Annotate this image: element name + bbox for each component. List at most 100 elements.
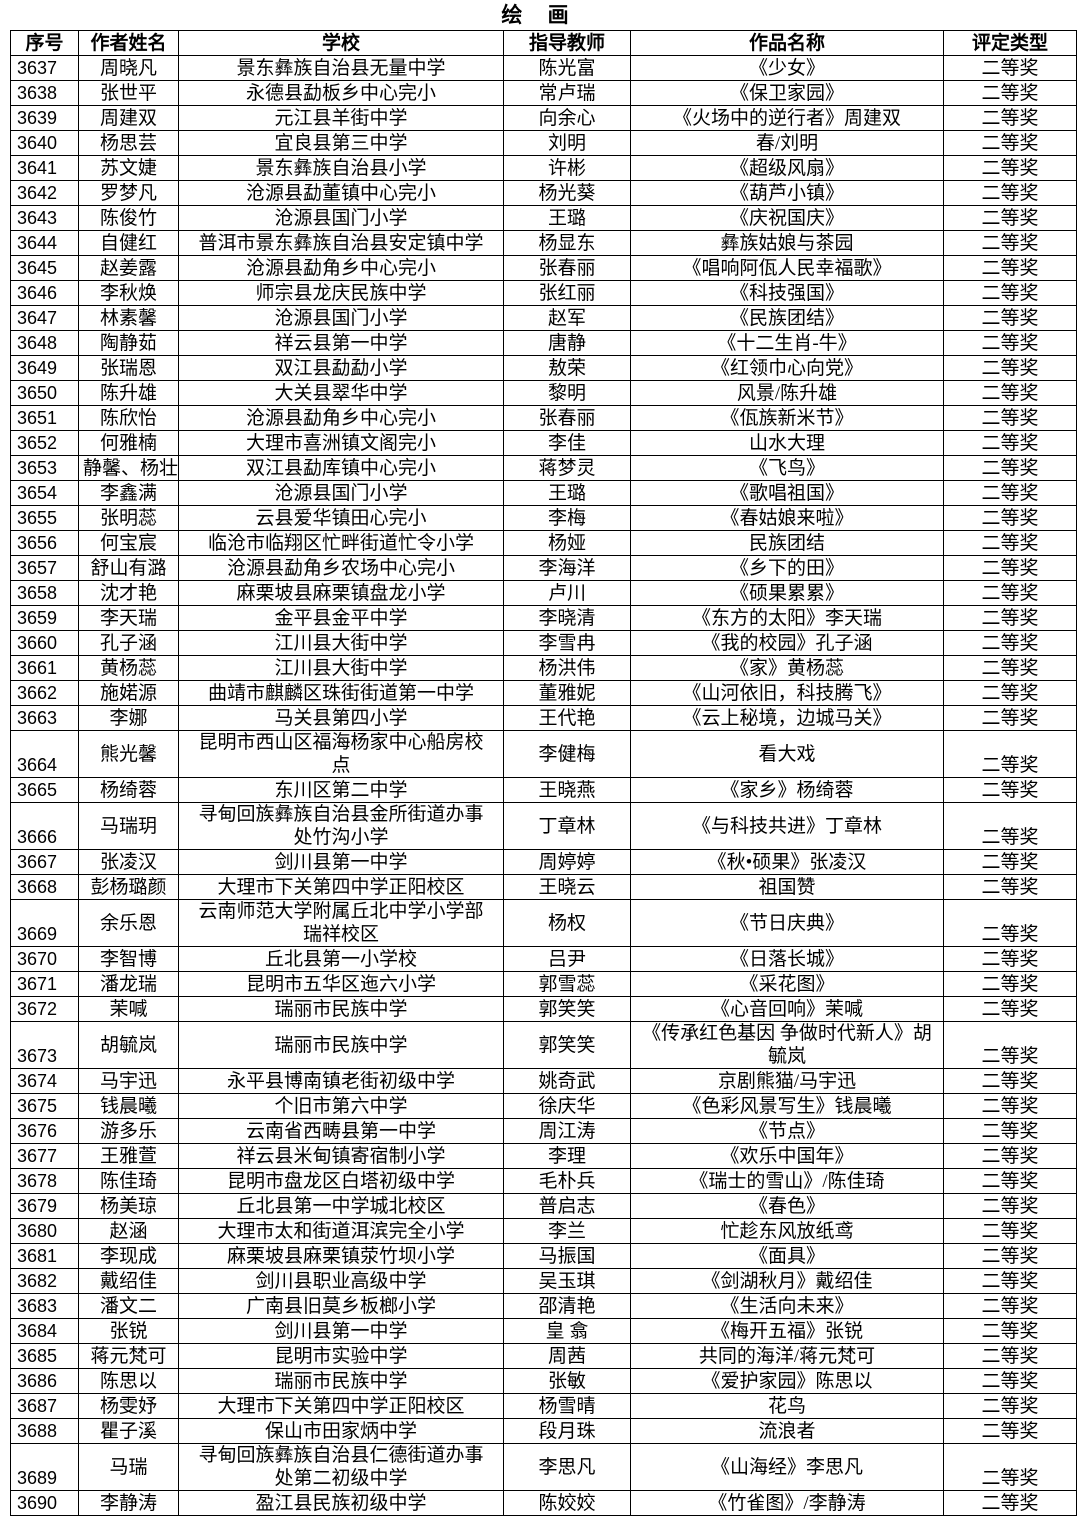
teacher: 周江涛 bbox=[503, 1118, 631, 1144]
school: 剑川县职业高级中学 bbox=[178, 1268, 504, 1294]
work-title: 祖国赞 bbox=[630, 874, 944, 900]
teacher: 常卢瑞 bbox=[503, 80, 631, 106]
work-title: 《采花图》 bbox=[630, 971, 944, 997]
author-name: 张锐 bbox=[78, 1318, 179, 1344]
author-name: 陈思以 bbox=[78, 1368, 179, 1394]
serial-number: 3664 bbox=[10, 730, 79, 778]
award-level: 二等奖 bbox=[943, 1343, 1077, 1369]
teacher: 陈光富 bbox=[503, 55, 631, 81]
teacher: 张敏 bbox=[503, 1368, 631, 1394]
teacher: 王璐 bbox=[503, 205, 631, 231]
work-title: 共同的海洋/蒋元梵可 bbox=[630, 1343, 944, 1369]
teacher: 黎明 bbox=[503, 380, 631, 406]
teacher: 蒋梦灵 bbox=[503, 455, 631, 481]
work-title: 《剑湖秋月》戴绍佳 bbox=[630, 1268, 944, 1294]
school: 保山市田家炳中学 bbox=[178, 1418, 504, 1444]
teacher: 郭笑笑 bbox=[503, 996, 631, 1022]
teacher: 李佳 bbox=[503, 430, 631, 456]
serial-number: 3675 bbox=[10, 1093, 79, 1119]
teacher: 周婷婷 bbox=[503, 849, 631, 875]
table-row: 3645 赵姜露 沧源县勐角乡中心完小 张春丽 《唱响阿佤人民幸福歌》 二等奖 bbox=[10, 255, 1077, 281]
header-row: 序号 作者姓名 学校 指导教师 作品名称 评定类型 bbox=[10, 30, 1077, 56]
award-level: 二等奖 bbox=[943, 280, 1077, 306]
teacher: 赵军 bbox=[503, 305, 631, 331]
author-name: 王雅萱 bbox=[78, 1143, 179, 1169]
teacher: 周茜 bbox=[503, 1343, 631, 1369]
author-name: 陶静茹 bbox=[78, 330, 179, 356]
table-row: 3653 静馨、杨壮 双江县勐库镇中心完小 蒋梦灵 《飞鸟》 二等奖 bbox=[10, 455, 1077, 481]
author-name: 沈才艳 bbox=[78, 580, 179, 606]
award-level: 二等奖 bbox=[943, 355, 1077, 381]
serial-number: 3674 bbox=[10, 1068, 79, 1094]
serial-number: 3666 bbox=[10, 802, 79, 850]
award-level: 二等奖 bbox=[943, 802, 1077, 850]
teacher: 徐庆华 bbox=[503, 1093, 631, 1119]
serial-number: 3670 bbox=[10, 946, 79, 972]
school: 永德县勐板乡中心完小 bbox=[178, 80, 504, 106]
award-level: 二等奖 bbox=[943, 1021, 1077, 1069]
author-name: 马瑞 bbox=[78, 1443, 179, 1491]
teacher: 李晓清 bbox=[503, 605, 631, 631]
serial-number: 3656 bbox=[10, 530, 79, 556]
serial-number: 3640 bbox=[10, 130, 79, 156]
author-name: 余乐恩 bbox=[78, 899, 179, 947]
serial-number: 3677 bbox=[10, 1143, 79, 1169]
award-level: 二等奖 bbox=[943, 730, 1077, 778]
author-name: 杨雯妤 bbox=[78, 1393, 179, 1419]
school: 云县爱华镇田心完小 bbox=[178, 505, 504, 531]
school: 大理市喜洲镇文阁完小 bbox=[178, 430, 504, 456]
award-level: 二等奖 bbox=[943, 455, 1077, 481]
author-name: 周晓凡 bbox=[78, 55, 179, 81]
author-name: 戴绍佳 bbox=[78, 1268, 179, 1294]
school: 景东彝族自治县小学 bbox=[178, 155, 504, 181]
author-name: 周建双 bbox=[78, 105, 179, 131]
award-level: 二等奖 bbox=[943, 899, 1077, 947]
table-row: 3663 李娜 马关县第四小学 王代艳 《云上秘境，边城马关》 二等奖 bbox=[10, 705, 1077, 731]
school: 普洱市景东彝族自治县安定镇中学 bbox=[178, 230, 504, 256]
work-title: 《春色》 bbox=[630, 1193, 944, 1219]
table-row: 3647 林素馨 沧源县国门小学 赵军 《民族团结》 二等奖 bbox=[10, 305, 1077, 331]
serial-number: 3665 bbox=[10, 777, 79, 803]
serial-number: 3653 bbox=[10, 455, 79, 481]
author-name: 杨绮蓉 bbox=[78, 777, 179, 803]
table-row: 3671 潘龙瑞 昆明市五华区迤六小学 郭雪蕊 《采花图》 二等奖 bbox=[10, 971, 1077, 997]
work-title: 《生活向未来》 bbox=[630, 1293, 944, 1319]
table-row: 3656 何宝宸 临沧市临翔区忙畔街道忙令小学 杨娅 民族团结 二等奖 bbox=[10, 530, 1077, 556]
school: 昆明市五华区迤六小学 bbox=[178, 971, 504, 997]
school: 昆明市西山区福海杨家中心船房校点 bbox=[178, 730, 504, 778]
serial-number: 3684 bbox=[10, 1318, 79, 1344]
author-name: 何宝宸 bbox=[78, 530, 179, 556]
serial-number: 3641 bbox=[10, 155, 79, 181]
award-level: 二等奖 bbox=[943, 530, 1077, 556]
teacher: 许彬 bbox=[503, 155, 631, 181]
work-title: 《梅开五福》张锐 bbox=[630, 1318, 944, 1344]
teacher: 王晓燕 bbox=[503, 777, 631, 803]
author-name: 李天瑞 bbox=[78, 605, 179, 631]
author-name: 李秋焕 bbox=[78, 280, 179, 306]
work-title: 京剧熊猫/马宇迅 bbox=[630, 1068, 944, 1094]
work-title: 民族团结 bbox=[630, 530, 944, 556]
award-level: 二等奖 bbox=[943, 1218, 1077, 1244]
award-table: 序号 作者姓名 学校 指导教师 作品名称 评定类型 3637 周晓凡 景东彝族自治县无量中学陈… bbox=[10, 30, 1077, 1516]
school: 宜良县第三中学 bbox=[178, 130, 504, 156]
school: 沧源县勐角乡中心完小 bbox=[178, 255, 504, 281]
author-name: 马宇迅 bbox=[78, 1068, 179, 1094]
table-row: 3644 自健红 普洱市景东彝族自治县安定镇中学 杨显东 彝族姑娘与茶园 二等奖 bbox=[10, 230, 1077, 256]
school: 瑞丽市民族中学 bbox=[178, 1368, 504, 1394]
teacher: 张春丽 bbox=[503, 255, 631, 281]
teacher: 李健梅 bbox=[503, 730, 631, 778]
work-title: 《节日庆典》 bbox=[630, 899, 944, 947]
serial-number: 3645 bbox=[10, 255, 79, 281]
author-name: 陈佳琦 bbox=[78, 1168, 179, 1194]
table-row: 3676 游多乐 云南省西畴县第一中学 周江涛 《节点》 二等奖 bbox=[10, 1118, 1077, 1144]
table-row: 3678 陈佳琦 昆明市盘龙区白塔初级中学 毛朴兵 《瑞士的雪山》/陈佳琦 二等奖 bbox=[10, 1168, 1077, 1194]
table-row: 3658 沈才艳 麻栗坡县麻栗镇盘龙小学 卢川 《硕果累累》 二等奖 bbox=[10, 580, 1077, 606]
award-level: 二等奖 bbox=[943, 777, 1077, 803]
table-row: 3664 熊光馨 昆明市西山区福海杨家中心船房校点 李健梅 看大戏 二等奖 bbox=[10, 730, 1077, 778]
work-title: 《超级风扇》 bbox=[630, 155, 944, 181]
work-title: 春/刘明 bbox=[630, 130, 944, 156]
serial-number: 3679 bbox=[10, 1193, 79, 1219]
school: 昆明市实验中学 bbox=[178, 1343, 504, 1369]
serial-number: 3667 bbox=[10, 849, 79, 875]
school: 麻栗坡县麻栗镇荥竹坝小学 bbox=[178, 1243, 504, 1269]
